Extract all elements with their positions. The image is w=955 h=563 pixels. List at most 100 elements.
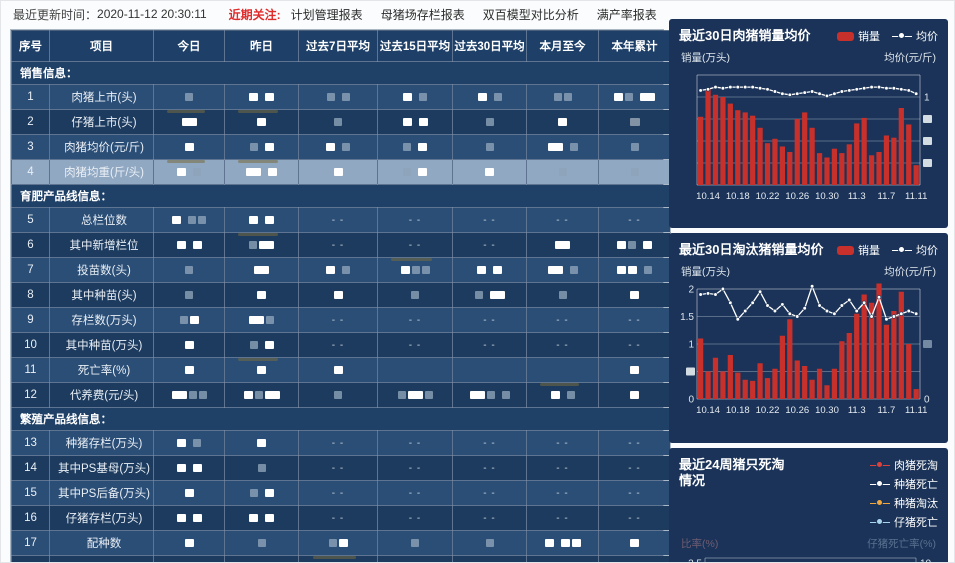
table-row[interactable]: 5 总栏位数 - -- -- -- -- -	[11, 207, 671, 233]
legend-item[interactable]: 肉猪死淘	[870, 457, 938, 473]
redacted-value	[259, 240, 274, 249]
table-row[interactable]: 1 肉猪上市(头)	[11, 84, 671, 110]
legend-item[interactable]: 种猪淘汰	[870, 495, 938, 511]
update-time-label: 最近更新时间：	[13, 7, 98, 22]
redacted-value	[553, 92, 562, 101]
row-index: 7	[11, 257, 50, 283]
value-cell	[153, 357, 225, 383]
redacted-value	[617, 265, 626, 274]
legend-item[interactable]: 均价	[892, 242, 938, 258]
value-cell	[452, 382, 527, 408]
table-row[interactable]: 14 其中PS基母(万头) - -- -- -- -- -	[11, 455, 671, 481]
value-cell: - -	[598, 480, 671, 506]
table-row[interactable]: 16 仔猪存栏(万头) - -- -- -- -- -	[11, 505, 671, 531]
topbar-link[interactable]: 计划管理报表	[290, 7, 363, 22]
main-table: 序号 项目 今日 昨日 过去7日平均 过去15日平均 过去30日平均 本月至今 本年累计 销售信息…	[11, 30, 671, 562]
table-row[interactable]: 11 死亡率(%)	[11, 357, 671, 383]
legend-item[interactable]: 仔猪死亡	[870, 514, 938, 530]
table-row[interactable]: 6 其中新增栏位 - -- -- -	[11, 232, 671, 258]
redacted-value	[630, 365, 639, 374]
redacted-value	[418, 117, 428, 126]
redacted-value	[400, 265, 410, 274]
table-row[interactable]: 9 存栏数(万头) - -- -- -- -- -	[11, 307, 671, 333]
redacted-value	[630, 390, 639, 399]
table-row[interactable]: 3 肉猪均价(元/斤)	[11, 134, 671, 160]
svg-text:1: 1	[688, 340, 694, 351]
table-row[interactable]: 15 其中PS后备(万头) - -- -- -- -- -	[11, 480, 671, 506]
row-label: 存栏数(万头)	[49, 307, 154, 333]
topbar-link[interactable]: 满产率报表	[596, 7, 657, 22]
legend-line-marker	[870, 499, 890, 508]
row-label: 其中新增栏位	[49, 232, 154, 258]
redacted-value	[257, 290, 266, 299]
value-cell	[224, 84, 299, 110]
legend-line-marker	[892, 32, 912, 41]
legend-item[interactable]: 销量	[837, 28, 880, 44]
value-cell	[452, 109, 527, 135]
redacted-value	[249, 142, 258, 151]
topbar-link[interactable]: 母猪场存栏报表	[380, 7, 465, 22]
legend-item[interactable]: 销量	[837, 242, 880, 258]
redacted-value	[188, 215, 196, 224]
row-index: 4	[11, 159, 50, 185]
legend-item[interactable]: 均价	[892, 28, 938, 44]
legend-line-marker	[870, 480, 890, 489]
svg-text:10.14: 10.14	[696, 405, 720, 416]
value-cell: - -	[526, 505, 599, 531]
table-row[interactable]: 12 代养费(元/头)	[11, 382, 671, 408]
redacted-value	[558, 117, 567, 126]
table-row[interactable]: 2 仔猪上市(头)	[11, 109, 671, 135]
redacted-value	[341, 92, 350, 101]
redacted-value	[629, 117, 640, 126]
svg-text:10.14: 10.14	[696, 191, 720, 202]
table-row[interactable]: 13 种猪存栏(万头) - -- -- -- -- -	[11, 430, 671, 456]
value-cell	[377, 257, 453, 283]
value-cell	[598, 84, 671, 110]
svg-text:0: 0	[688, 395, 694, 406]
table-row[interactable]: 18分娩窝数	[11, 555, 671, 562]
redacted-value	[184, 365, 194, 374]
table-row[interactable]: 7 投苗数(头)	[11, 257, 671, 283]
value-cell: - -	[452, 332, 527, 358]
redacted-value	[264, 390, 280, 399]
update-time-value: 2020-11-12 20:30:11	[97, 7, 207, 21]
legend-line-marker	[870, 518, 890, 527]
redacted-value	[342, 265, 350, 274]
row-label: 仔猪存栏(万头)	[49, 505, 154, 531]
legend-item[interactable]: 种猪死亡	[870, 476, 938, 492]
value-cell: - -	[452, 455, 527, 481]
value-cell: - -	[377, 505, 453, 531]
value-cell	[526, 84, 599, 110]
table-row[interactable]: 10 其中种苗(万头) - -- -- -- -- -	[11, 332, 671, 358]
table-row[interactable]: 4 肉猪均重(斤/头)	[11, 159, 671, 185]
focus-label: 近期关注:	[228, 7, 281, 22]
value-cell	[224, 530, 299, 556]
redaction-smear	[166, 110, 206, 113]
value-cell: - -	[298, 332, 378, 358]
value-cell	[598, 555, 671, 562]
value-cell	[452, 134, 527, 160]
value-cell: - -	[526, 332, 599, 358]
table-row[interactable]: 8 其中种苗(头)	[11, 282, 671, 308]
row-label: 死亡率(%)	[49, 357, 154, 383]
row-index: 2	[11, 109, 50, 135]
table-row[interactable]: 17 配种数	[11, 530, 671, 556]
value-cell	[526, 257, 599, 283]
redacted-value	[486, 390, 495, 399]
section-row: 销售信息：	[11, 61, 671, 85]
topbar-link[interactable]: 双百模型对比分析	[482, 7, 579, 22]
redacted-value	[179, 315, 188, 324]
redacted-value	[185, 265, 193, 274]
value-cell	[224, 480, 299, 506]
value-cell	[153, 382, 225, 408]
redaction-smear	[539, 383, 579, 386]
redacted-value	[184, 488, 194, 497]
redacted-value	[485, 117, 494, 126]
redacted-value	[342, 142, 350, 151]
svg-text:11.11: 11.11	[905, 405, 927, 416]
redacted-value	[257, 117, 266, 126]
redacted-value	[411, 290, 419, 299]
value-cell	[153, 455, 225, 481]
value-cell	[224, 307, 299, 333]
